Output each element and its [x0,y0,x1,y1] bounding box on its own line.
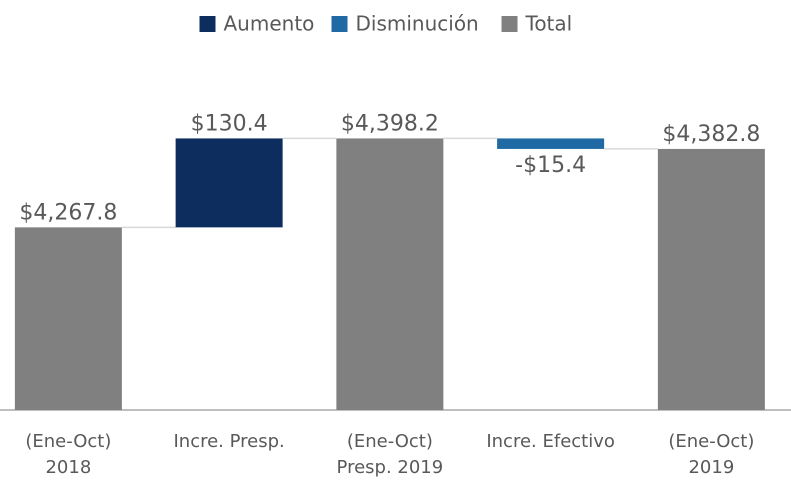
legend-label: Total [525,12,573,36]
x-tick-label: Incre. Presp. [173,431,284,452]
bar [14,227,122,410]
x-tick-line: Presp. 2019 [337,457,444,478]
legend-swatch [501,16,518,32]
bar [657,148,765,410]
value-label: $4,267.8 [19,200,117,225]
bar [497,138,605,149]
x-tick-label: (Ene-Oct) 2018 [25,431,111,478]
x-tick-line: Incre. Efectivo [486,431,615,452]
legend-swatch [199,16,216,32]
x-tick-line: (Ene-Oct) [668,431,754,452]
bar [175,138,283,228]
legend-swatch [331,16,348,32]
value-label: $4,382.8 [662,122,760,147]
legend-label: Aumento [224,12,315,36]
x-tick-line: Incre. Presp. [173,431,284,452]
x-tick-line: 2019 [688,457,734,478]
bar [336,138,444,410]
legend: Aumento Disminución Total [199,12,573,36]
x-tick-label: Incre. Efectivo [486,431,615,452]
value-label: -$15.4 [515,153,586,178]
value-label: $4,398.2 [341,111,439,136]
value-label: $130.4 [191,111,268,136]
x-tick-line: (Ene-Oct) [25,431,111,452]
legend-label: Disminución [356,12,479,36]
x-tick-label: (Ene-Oct) Presp. 2019 [337,431,444,478]
x-tick-label: (Ene-Oct) 2019 [668,431,754,478]
x-tick-line: (Ene-Oct) [347,431,433,452]
x-tick-line: 2018 [45,457,91,478]
